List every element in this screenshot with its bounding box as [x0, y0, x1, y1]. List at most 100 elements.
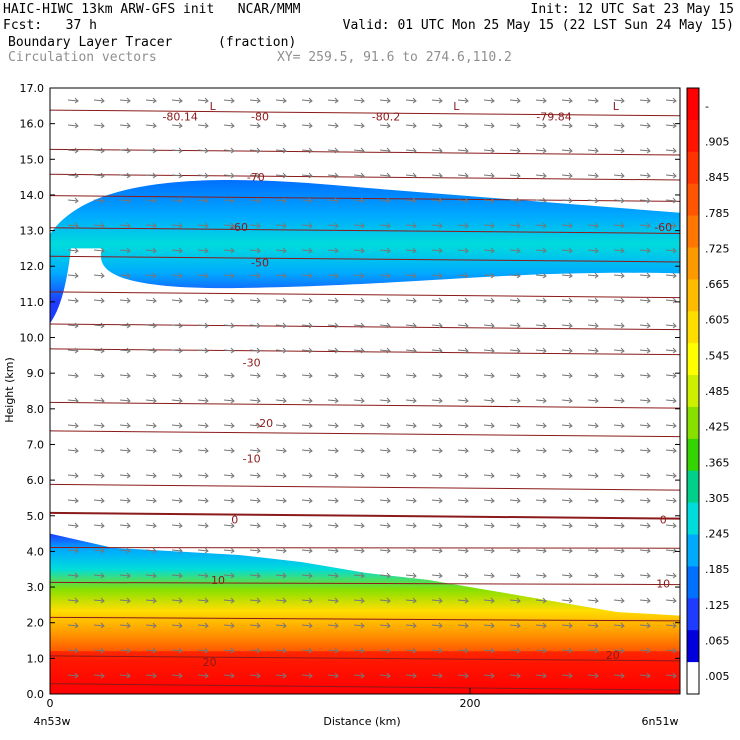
colorbar-label: .605 — [705, 314, 730, 327]
circulation-vector — [145, 397, 157, 404]
circulation-vector — [509, 322, 521, 329]
circulation-vector — [613, 672, 625, 679]
circulation-vector — [327, 647, 339, 654]
contour-label: 20 — [606, 649, 620, 662]
circulation-vector — [613, 97, 625, 104]
circulation-vector — [275, 547, 287, 554]
circulation-vector — [197, 572, 209, 579]
circulation-vector — [327, 397, 339, 404]
circulation-vector — [665, 447, 677, 454]
circulation-vector — [275, 147, 287, 154]
circulation-vector — [379, 497, 391, 504]
colorbar-swatch — [687, 279, 699, 312]
x-tick-label: 200 — [460, 697, 481, 710]
circulation-vector — [171, 647, 183, 654]
circulation-vector — [145, 472, 157, 479]
circulation-vector — [197, 247, 209, 254]
y-tick-label: 13.0 — [20, 225, 45, 238]
circulation-vector — [639, 372, 651, 379]
circulation-vector — [171, 547, 183, 554]
circulation-vector — [145, 547, 157, 554]
circulation-vector — [613, 297, 625, 304]
circulation-vector — [613, 597, 625, 604]
circulation-vector — [613, 497, 625, 504]
circulation-vector — [249, 422, 261, 429]
circulation-vector — [353, 272, 365, 279]
circulation-vector — [613, 247, 625, 254]
circulation-vector — [301, 222, 313, 229]
circulation-vector — [67, 522, 79, 529]
circulation-vector — [223, 422, 235, 429]
circulation-vector — [509, 172, 521, 179]
circulation-vector — [249, 347, 261, 354]
circulation-vector — [301, 622, 313, 629]
colorbar-label: .365 — [705, 456, 730, 469]
colorbar-swatch — [687, 662, 699, 695]
circulation-vector — [275, 97, 287, 104]
circulation-vector — [431, 572, 443, 579]
circulation-vector — [561, 397, 573, 404]
circulation-vector — [119, 222, 131, 229]
y-tick-label: 14.0 — [20, 189, 45, 202]
circulation-vector — [93, 572, 105, 579]
circulation-vector — [67, 597, 79, 604]
circulation-vector — [587, 397, 599, 404]
y-tick-label: 6.0 — [27, 474, 45, 487]
circulation-vector — [457, 622, 469, 629]
circulation-vector — [301, 97, 313, 104]
circulation-vector — [405, 322, 417, 329]
circulation-vector — [93, 297, 105, 304]
colorbar-label: .425 — [705, 421, 730, 434]
circulation-vector — [93, 472, 105, 479]
circulation-vector — [67, 472, 79, 479]
circulation-vector — [457, 447, 469, 454]
circulation-vector — [275, 572, 287, 579]
circulation-vector — [613, 472, 625, 479]
circulation-vector — [483, 647, 495, 654]
circulation-vector — [171, 197, 183, 204]
y-tick-label: 10.0 — [20, 332, 45, 345]
circulation-vector — [405, 472, 417, 479]
circulation-vector — [561, 97, 573, 104]
circulation-vector — [613, 422, 625, 429]
circulation-vector — [327, 172, 339, 179]
contour-label: -80 — [251, 111, 269, 124]
plot-frame — [49, 87, 681, 695]
circulation-vector — [587, 247, 599, 254]
circulation-vector — [379, 147, 391, 154]
circulation-vector — [93, 97, 105, 104]
circulation-vector — [379, 272, 391, 279]
circulation-vector — [665, 672, 677, 679]
circulation-vector — [483, 572, 495, 579]
circulation-vector — [535, 197, 547, 204]
circulation-vector — [327, 222, 339, 229]
circulation-vector — [93, 447, 105, 454]
circulation-vector — [171, 97, 183, 104]
circulation-vector — [587, 547, 599, 554]
colorbar-swatch — [687, 183, 699, 217]
circulation-vector — [405, 672, 417, 679]
circulation-vector — [197, 272, 209, 279]
circulation-vector — [535, 622, 547, 629]
circulation-vector — [639, 672, 651, 679]
circulation-vector — [275, 422, 287, 429]
circulation-vector — [327, 272, 339, 279]
circulation-vector — [301, 172, 313, 179]
circulation-vector — [93, 272, 105, 279]
colorbar-frame — [686, 87, 700, 695]
circulation-vector — [613, 572, 625, 579]
circulation-vector — [535, 97, 547, 104]
circulation-vector — [275, 397, 287, 404]
circulation-vector — [509, 647, 521, 654]
circulation-vector — [431, 597, 443, 604]
circulation-vector — [353, 247, 365, 254]
circulation-vector — [457, 222, 469, 229]
circulation-vector — [405, 122, 417, 129]
colorbar-swatch — [687, 502, 699, 536]
circulation-vector — [145, 497, 157, 504]
circulation-vector — [431, 372, 443, 379]
circulation-vector — [457, 497, 469, 504]
circulation-vector — [119, 297, 131, 304]
contour-label: -10 — [243, 453, 261, 466]
circulation-vector — [613, 222, 625, 229]
